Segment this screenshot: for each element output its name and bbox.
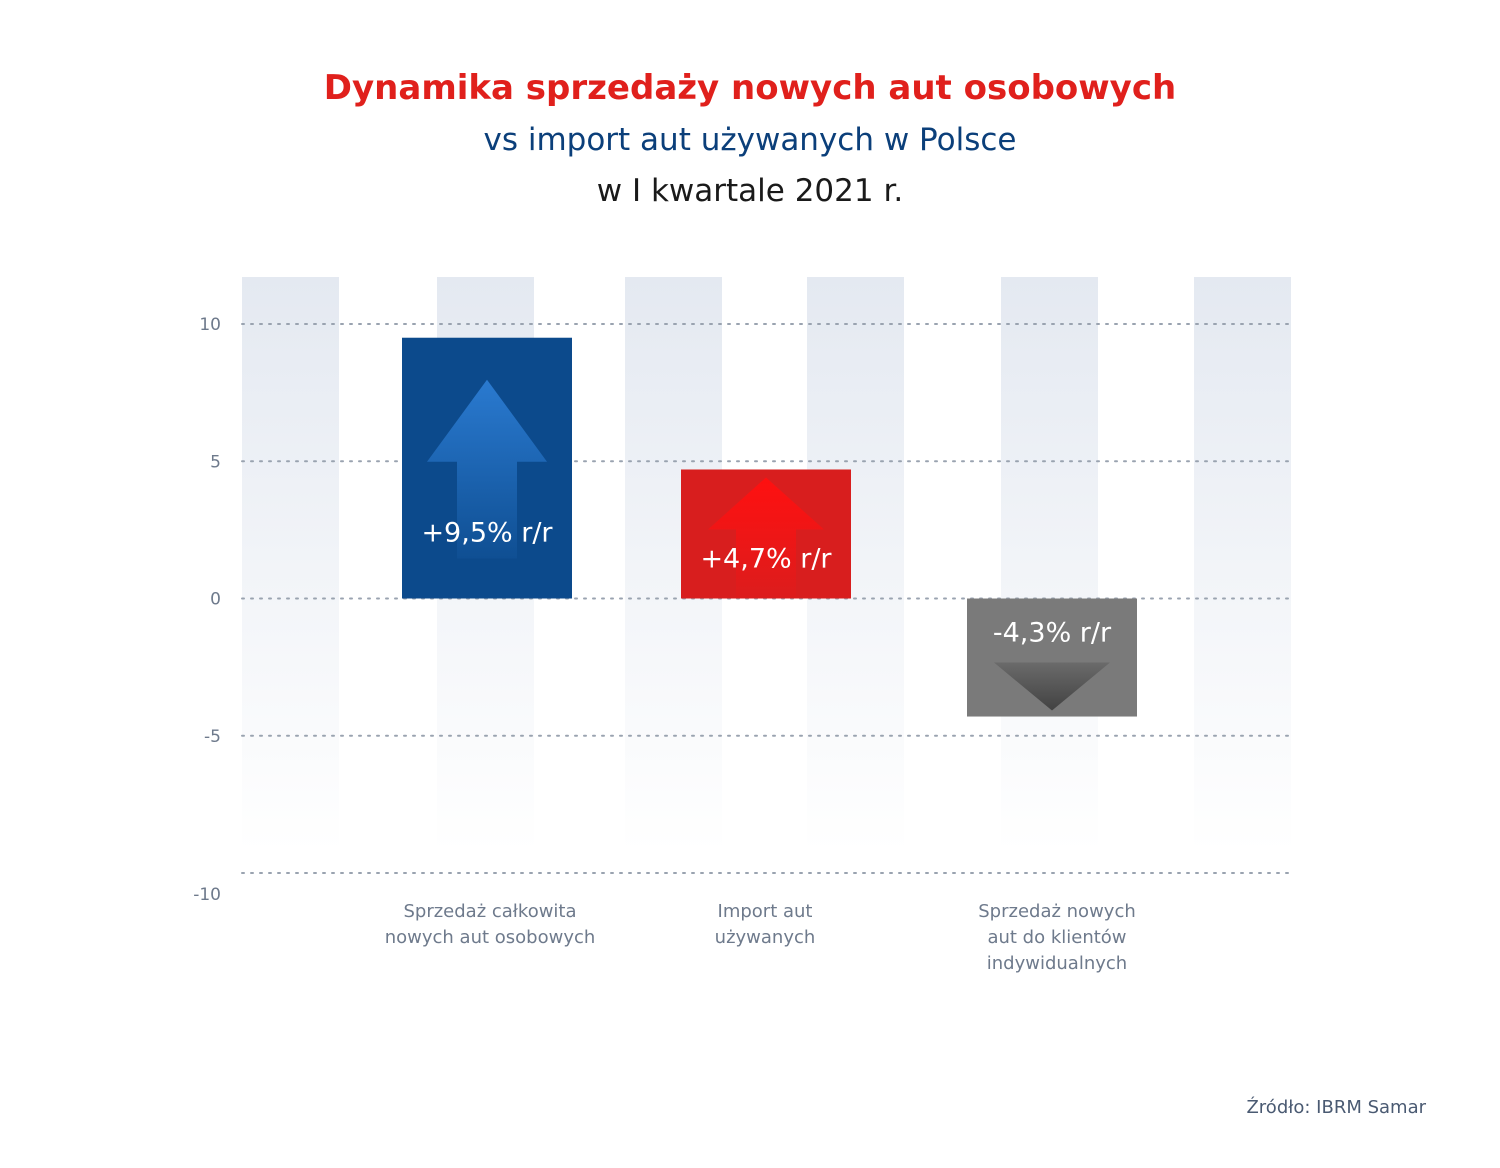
source-note: Źródło: IBRM Samar bbox=[1246, 1097, 1426, 1118]
x-category-label: Sprzedaż całkowita nowych aut osobowych bbox=[384, 901, 596, 948]
y-tick-label: 0 bbox=[210, 590, 221, 610]
y-tick-label: 5 bbox=[210, 452, 221, 472]
y-tick-label: 10 bbox=[199, 315, 221, 335]
data-label: +9,5% r/r bbox=[421, 518, 553, 549]
data-label: -4,3% r/r bbox=[993, 618, 1112, 649]
chart-subtitle: vs import aut używanych w Polsce bbox=[483, 122, 1017, 158]
y-tick-label: -10 bbox=[193, 885, 221, 905]
bar-arrow-icon bbox=[708, 477, 824, 599]
background-stripe bbox=[242, 277, 339, 852]
background-stripe bbox=[1194, 277, 1291, 852]
y-tick-label: -5 bbox=[204, 727, 221, 747]
x-category-label: Sprzedaż nowych aut do klientów indywidu… bbox=[978, 901, 1136, 974]
data-label: +4,7% r/r bbox=[700, 544, 832, 575]
bar-arrow-icon bbox=[994, 662, 1110, 711]
background-stripe bbox=[1001, 277, 1098, 852]
bar-arrow-icon bbox=[427, 379, 547, 559]
chart-title: Dynamika sprzedaży nowych aut osobowych bbox=[323, 68, 1177, 108]
chart-period: w I kwartale 2021 r. bbox=[596, 173, 904, 209]
x-category-label: Import aut używanych bbox=[714, 901, 816, 948]
